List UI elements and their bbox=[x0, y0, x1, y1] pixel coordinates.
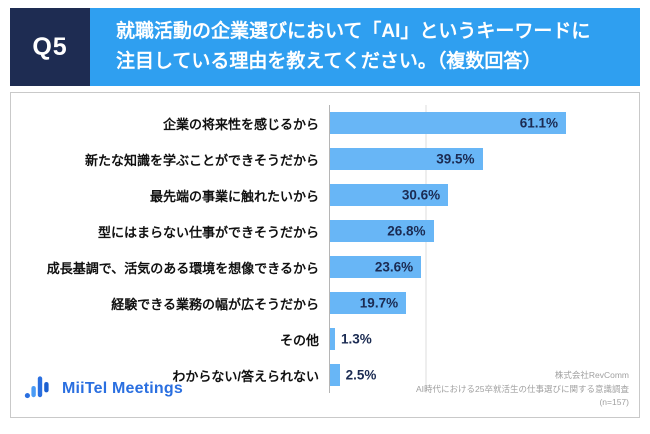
question-number: Q5 bbox=[10, 8, 90, 86]
header: Q5 就職活動の企業選びにおいて「AI」というキーワードに 注目している理由を教… bbox=[10, 8, 640, 86]
miitel-logo-icon bbox=[23, 370, 55, 407]
source-company: 株式会社RevComm bbox=[554, 370, 629, 381]
bar-track: 19.7% bbox=[329, 285, 639, 321]
category-label: わからない/答えられない bbox=[172, 368, 319, 384]
miitel-logo: MiiTel Meetings bbox=[23, 370, 183, 407]
category-label: 経験できる業務の幅が広そうだから bbox=[111, 296, 319, 312]
bar bbox=[330, 256, 422, 278]
bar bbox=[330, 220, 434, 242]
value-label: 26.8% bbox=[387, 223, 426, 239]
chart-row: 企業の将来性を感じるから 61.1% bbox=[11, 105, 639, 141]
chart-row: 成長基調で、活気のある環境を想像できるから 23.6% bbox=[11, 249, 639, 285]
chart-row: わからない/答えられない 2.5% bbox=[11, 357, 639, 393]
bar-track: 26.8% bbox=[329, 213, 639, 249]
category-label: 新たな知識を学ぶことができそうだから bbox=[84, 152, 319, 168]
source-survey-title: AI時代における25卒就活生の仕事選びに関する意識調査 bbox=[416, 383, 629, 394]
value-label: 30.6% bbox=[401, 187, 441, 203]
chart-row: 新たな知識を学ぶことができそうだから 39.5% bbox=[11, 141, 639, 177]
bar-track: 1.3% bbox=[329, 321, 639, 357]
chart-row: 型にはまらない仕事ができそうだから 26.8% bbox=[11, 213, 639, 249]
category-label: 最先端の事業に触れたいから bbox=[149, 188, 319, 204]
bar bbox=[330, 328, 336, 350]
bar-track: 30.6% bbox=[329, 177, 639, 213]
category-label: その他 bbox=[279, 332, 319, 348]
bar bbox=[330, 148, 483, 170]
chart-row: 経験できる業務の幅が広そうだから 19.7% bbox=[11, 285, 639, 321]
source-sample-size: (n=157) bbox=[599, 396, 629, 407]
bar-track: 39.5% bbox=[329, 141, 639, 177]
bar-track: 23.6% bbox=[329, 249, 639, 285]
chart-area: 企業の将来性を感じるから 61.1% 新たな知識を学ぶことができそうだから 39.5%… bbox=[10, 92, 640, 418]
bar-chart: 企業の将来性を感じるから 61.1% 新たな知識を学ぶことができそうだから 39.5%… bbox=[11, 105, 639, 393]
value-label: 39.5% bbox=[436, 151, 475, 167]
bar-track: 2.5% bbox=[329, 357, 639, 393]
source-note: 株式会社RevComm AI時代における25卒就活生の仕事選びに関する意識調査 … bbox=[416, 369, 629, 409]
value-label: 19.7% bbox=[359, 295, 399, 311]
category-label: 型にはまらない仕事ができそうだから bbox=[97, 224, 319, 240]
question-title: 就職活動の企業選びにおいて「AI」というキーワードに 注目している理由を教えてく… bbox=[90, 8, 640, 86]
value-label: 23.6% bbox=[374, 259, 414, 275]
chart-row: その他 1.3% bbox=[11, 321, 639, 357]
value-label: 61.1% bbox=[519, 115, 558, 131]
miitel-logo-text: MiiTel Meetings bbox=[62, 379, 183, 397]
question-title-line2: 注目している理由を教えてください。（複数回答） bbox=[116, 51, 542, 72]
bar-track: 61.1% bbox=[329, 105, 639, 141]
bar bbox=[330, 292, 407, 314]
bar bbox=[330, 364, 340, 386]
bar bbox=[330, 184, 449, 206]
chart-row: 最先端の事業に触れたいから 30.6% bbox=[11, 177, 639, 213]
bar bbox=[330, 112, 566, 134]
value-label: 2.5% bbox=[345, 367, 377, 383]
category-label: 成長基調で、活気のある環境を想像できるから bbox=[46, 260, 319, 276]
category-label: 企業の将来性を感じるから bbox=[162, 116, 319, 132]
value-label: 1.3% bbox=[341, 331, 372, 347]
question-title-line1: 就職活動の企業選びにおいて「AI」というキーワードに bbox=[116, 20, 591, 42]
